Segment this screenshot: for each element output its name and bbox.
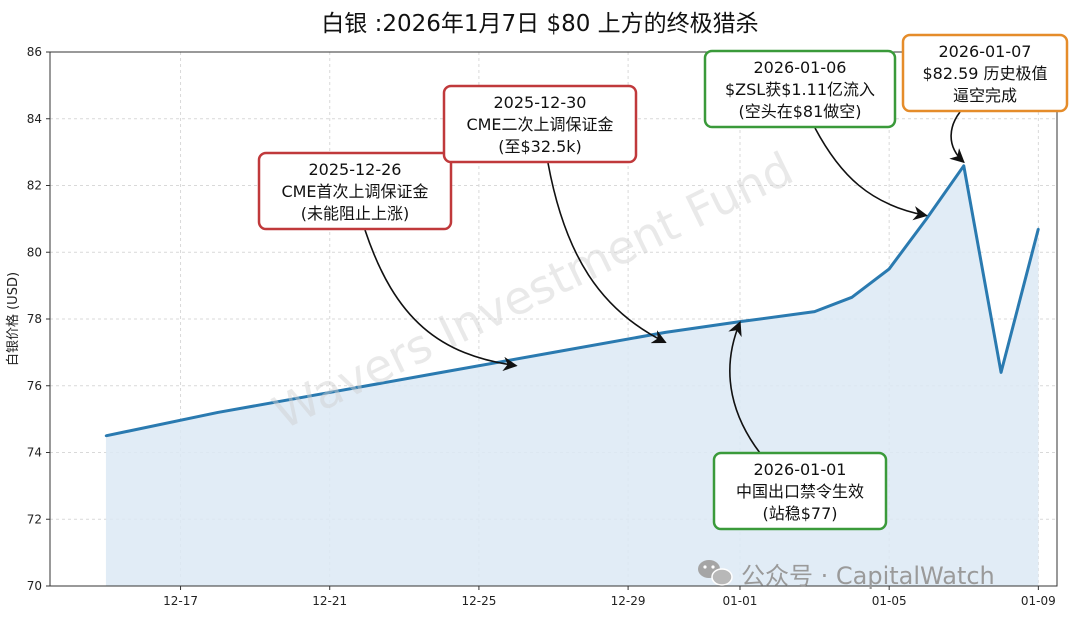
- annotation-box: [712, 451, 888, 531]
- data-point: [813, 310, 816, 313]
- annotation-text: (站稳$77): [762, 504, 837, 523]
- data-point: [925, 217, 928, 221]
- wechat-icon: [698, 560, 733, 586]
- annotation-arrow: [364, 229, 518, 372]
- annotation: 2025-12-26 CME首次上调保证金 (未能阻止上涨): [257, 151, 518, 372]
- annotation: 2026-01-06 $ZSL获$1.11亿流入 (空头在$81做空): [703, 49, 928, 221]
- annotation-arrow: [814, 127, 928, 221]
- data-point: [216, 411, 220, 414]
- x-tick-label: 12-17: [163, 594, 198, 608]
- data-point: [328, 391, 331, 394]
- annotation-box: [442, 84, 638, 164]
- x-tick-label: 12-25: [461, 594, 496, 608]
- annotation: 2025-12-30 CME二次上调保证金 (至$32.5k): [442, 84, 667, 344]
- annotation-arrow: [949, 111, 965, 164]
- x-tick-label: 01-09: [1021, 594, 1056, 608]
- x-tick-label: 01-05: [872, 594, 907, 608]
- y-axis-label: 白银价格 (USD): [5, 272, 21, 366]
- annotation-text: $ZSL获$1.11亿流入: [725, 80, 875, 99]
- annotation-text: 2026-01-01: [754, 460, 847, 479]
- data-point: [962, 164, 965, 168]
- series-area: [105, 165, 1039, 586]
- y-tick-label: 86: [27, 45, 42, 59]
- annotation-box: [901, 33, 1069, 113]
- annotation-text: 逼空完成: [953, 86, 1017, 105]
- data-point: [887, 267, 891, 271]
- data-point: [1037, 227, 1040, 231]
- series-line: [105, 164, 1040, 438]
- annotations: 2025-12-26 CME首次上调保证金 (未能阻止上涨) 2025-12-30 CM…: [257, 33, 1069, 531]
- x-tick-label: 12-21: [312, 594, 347, 608]
- y-tick-label: 84: [27, 112, 42, 126]
- source-mark-text: 公众号 · CapitalWatch: [741, 562, 995, 590]
- y-tick-label: 70: [27, 579, 42, 593]
- annotation-text: (空头在$81做空): [738, 102, 861, 121]
- y-tick-label: 74: [27, 446, 42, 460]
- annotation-text: (至$32.5k): [498, 137, 582, 156]
- data-point: [552, 351, 555, 354]
- wechat-source-mark: 公众号 · CapitalWatch: [698, 560, 995, 590]
- annotation-text: $82.59 历史极值: [922, 64, 1047, 83]
- data-point: [850, 296, 854, 299]
- chart-title: 白银 :2026年1月7日 $80 上方的终极猎杀: [321, 11, 758, 37]
- y-tick-label: 76: [27, 379, 42, 393]
- annotation-text: CME首次上调保证金: [281, 182, 428, 201]
- data-point: [999, 371, 1003, 374]
- annotation-text: 2026-01-06: [754, 58, 847, 77]
- y-tick-label: 82: [27, 179, 42, 193]
- y-tick-label: 78: [27, 312, 42, 326]
- data-point: [440, 371, 443, 374]
- x-tick-label: 01-01: [723, 594, 758, 608]
- annotation-arrow: [547, 162, 667, 344]
- annotation-arrow: [728, 321, 761, 454]
- data-point: [104, 434, 108, 438]
- y-tick-label: 72: [27, 512, 42, 526]
- annotation: 2026-01-01 中国出口禁令生效 (站稳$77): [712, 321, 888, 531]
- x-tick-label: 12-29: [611, 594, 646, 608]
- annotation-text: 2025-12-26: [309, 160, 402, 179]
- annotation-text: 2026-01-07: [939, 42, 1032, 61]
- annotation-box: [257, 151, 453, 231]
- annotation-text: 2025-12-30: [494, 93, 587, 112]
- annotation-box: [703, 49, 897, 129]
- annotation-text: (未能阻止上涨): [301, 204, 410, 223]
- data-point: [664, 331, 667, 334]
- y-tick-label: 80: [27, 245, 42, 259]
- annotation-text: 中国出口禁令生效: [736, 482, 864, 501]
- annotation-text: CME二次上调保证金: [466, 115, 613, 134]
